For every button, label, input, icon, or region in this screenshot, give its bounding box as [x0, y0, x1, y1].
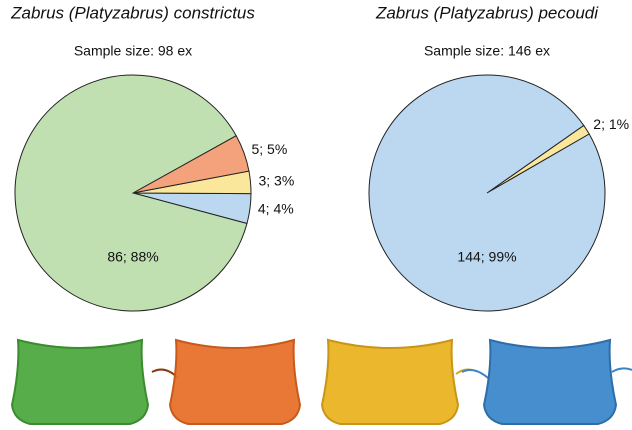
pronotum-yellow	[322, 340, 458, 424]
slice-label: 86; 88%	[107, 249, 158, 265]
chart-title: Zabrus (Platyzabrus) constrictus	[10, 3, 255, 22]
slice-label: 3; 3%	[258, 172, 294, 188]
chart-title: Zabrus (Platyzabrus) pecoudi	[375, 3, 599, 22]
slice-label: 2; 1%	[593, 116, 629, 132]
pronotum-green	[12, 340, 148, 424]
pronotum-blue	[484, 340, 616, 424]
pie-slice	[369, 75, 605, 311]
connector	[612, 368, 632, 372]
chart-subtitle: Sample size: 98 ex	[74, 43, 192, 59]
pronotum-orange	[170, 340, 300, 424]
slice-label: 5; 5%	[251, 141, 287, 157]
connector	[462, 370, 488, 378]
figure: Zabrus (Platyzabrus) constrictus Sample …	[0, 0, 632, 430]
slice-label: 4; 4%	[258, 200, 294, 216]
slice-label: 144; 99%	[457, 249, 516, 265]
pronotum-images	[12, 340, 632, 424]
chart-subtitle: Sample size: 146 ex	[424, 43, 550, 59]
